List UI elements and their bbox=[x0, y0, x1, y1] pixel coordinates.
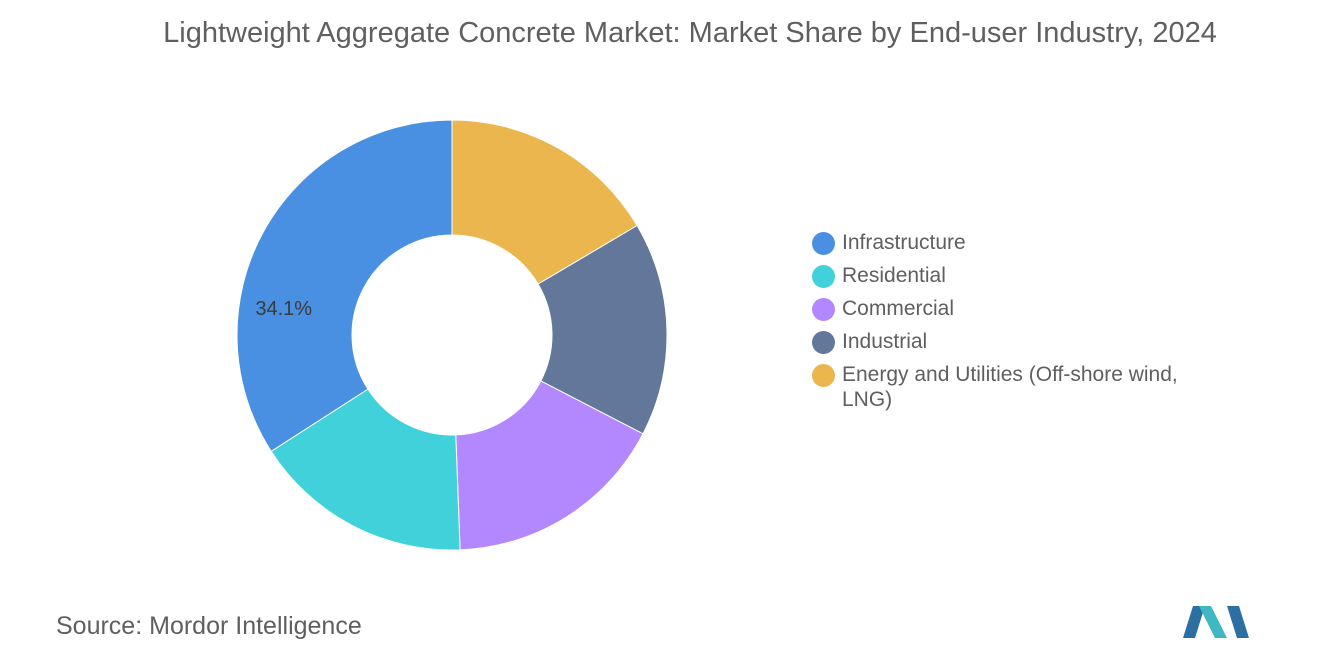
legend-label-infrastructure: Infrastructure bbox=[842, 231, 966, 254]
legend-swatch-commercial bbox=[812, 298, 835, 321]
logo-shape-left bbox=[1183, 606, 1205, 638]
legend-label-energy-and-utilities: Energy and Utilities (Off-shore wind, LN… bbox=[842, 363, 1178, 411]
legend-label-residential: Residential bbox=[842, 264, 946, 287]
data-label-infrastructure: 34.1% bbox=[255, 298, 312, 320]
source-value: Mordor Intelligence bbox=[149, 612, 362, 640]
legend-label-commercial: Commercial bbox=[842, 297, 955, 320]
mordor-intelligence-logo bbox=[1183, 606, 1249, 638]
legend-item-energy-and-utilities: Energy and Utilities (Off-shore wind, LN… bbox=[812, 362, 1232, 412]
chart-legend: Infrastructure Residential Commercial In… bbox=[812, 230, 1232, 420]
legend-swatch-energy-and-utilities bbox=[812, 364, 835, 387]
legend-swatch-residential bbox=[812, 265, 835, 288]
slice-commercial bbox=[455, 380, 644, 551]
legend-item-industrial: Industrial bbox=[812, 329, 1232, 354]
legend-label-industrial: Industrial bbox=[842, 330, 928, 353]
legend-item-residential: Residential bbox=[812, 263, 1232, 288]
slice-residential bbox=[270, 388, 461, 551]
source-note: Source: Mordor Intelligence bbox=[56, 612, 362, 641]
logo-shape-right bbox=[1227, 606, 1249, 638]
slice-industrial bbox=[537, 224, 668, 435]
legend-item-infrastructure: Infrastructure bbox=[812, 230, 1232, 255]
legend-swatch-industrial bbox=[812, 331, 835, 354]
slice-infrastructure bbox=[236, 119, 453, 453]
source-label: Source: bbox=[56, 612, 143, 640]
legend-swatch-infrastructure bbox=[812, 232, 835, 255]
logo-shape-mid bbox=[1199, 606, 1227, 638]
slice-energy-and-utilities bbox=[451, 119, 638, 285]
chart-title: Lightweight Aggregate Concrete Market: M… bbox=[163, 17, 1217, 49]
legend-item-commercial: Commercial bbox=[812, 296, 1232, 321]
donut-chart: 34.1% bbox=[236, 119, 668, 551]
